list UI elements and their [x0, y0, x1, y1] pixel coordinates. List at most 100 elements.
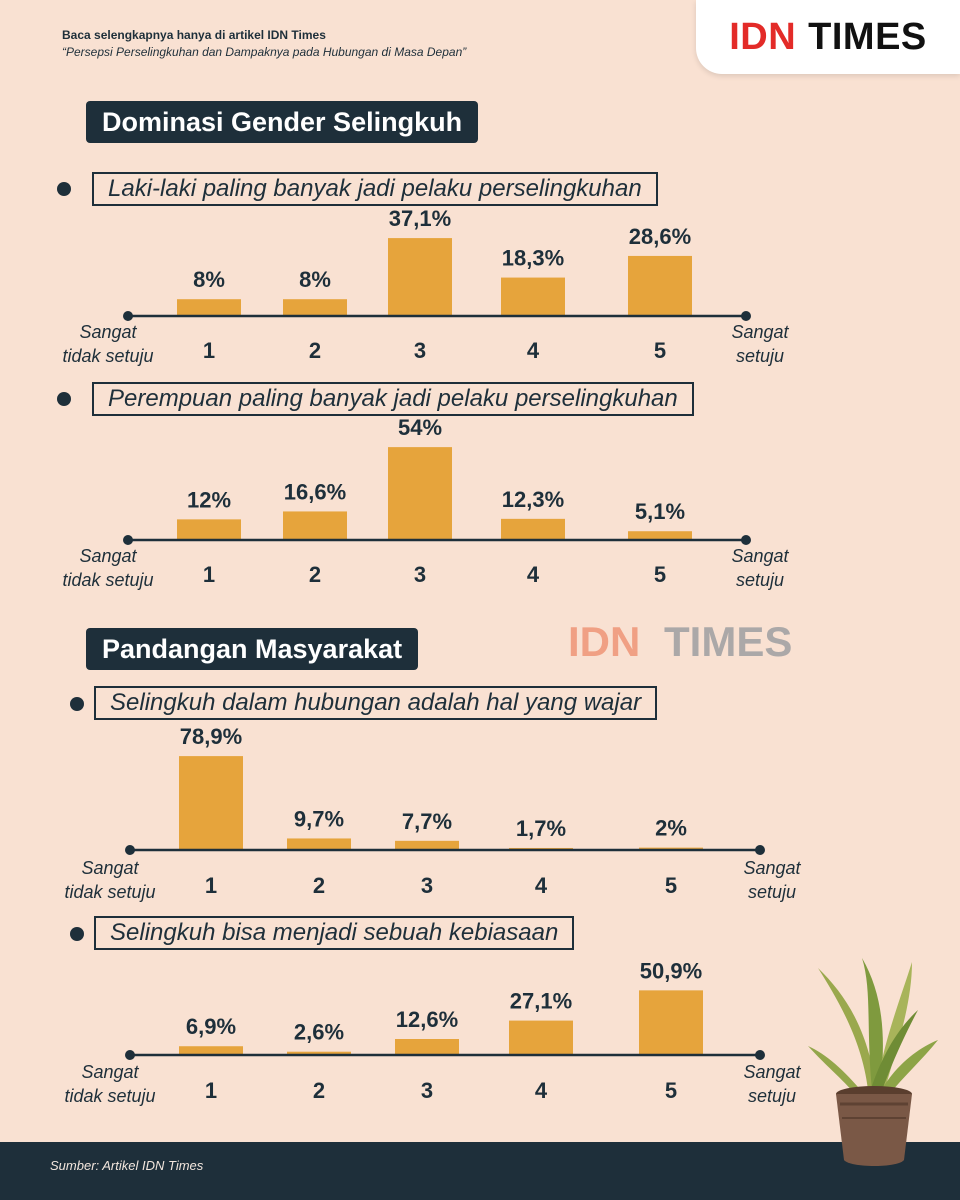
- category-tick-label: 5: [665, 873, 677, 898]
- bar: [388, 447, 452, 540]
- logo-card: IDN TIMES: [696, 0, 960, 74]
- left-scale-label: tidak setuju: [62, 570, 153, 590]
- axis-end-dot: [125, 1050, 135, 1060]
- category-tick-label: 5: [665, 1078, 677, 1103]
- category-tick-label: 5: [654, 562, 666, 587]
- axis-end-dot: [755, 1050, 765, 1060]
- axis-end-dot: [741, 311, 751, 321]
- category-tick-label: 1: [203, 338, 215, 363]
- bar: [509, 1020, 573, 1055]
- category-tick-label: 3: [414, 338, 426, 363]
- bullet-icon: [57, 392, 71, 406]
- bar: [395, 840, 459, 850]
- category-tick-label: 4: [535, 1078, 548, 1103]
- bar-value-label: 37,1%: [389, 206, 451, 231]
- category-tick-label: 2: [313, 1078, 325, 1103]
- bar: [395, 1038, 459, 1055]
- bar: [177, 299, 241, 316]
- bar: [628, 531, 692, 540]
- category-tick-label: 4: [527, 338, 540, 363]
- bar-value-label: 5,1%: [635, 499, 685, 524]
- category-tick-label: 3: [421, 873, 433, 898]
- category-tick-label: 1: [205, 1078, 217, 1103]
- right-scale-label: Sangat: [731, 546, 789, 566]
- left-scale-label: tidak setuju: [64, 882, 155, 902]
- bar-value-label: 6,9%: [186, 1014, 236, 1039]
- question-box-3: Selingkuh dalam hubungan adalah hal yang…: [94, 686, 658, 720]
- axis-end-dot: [125, 845, 135, 855]
- left-scale-label: Sangat: [81, 858, 139, 878]
- axis-end-dot: [123, 535, 133, 545]
- bar: [287, 838, 351, 850]
- axis-end-dot: [741, 535, 751, 545]
- question-box-1: Laki-laki paling banyak jadi pelaku pers…: [92, 172, 658, 206]
- right-scale-label: setuju: [748, 882, 796, 902]
- bullet-icon: [70, 697, 84, 711]
- bullet-icon: [57, 182, 71, 196]
- bar: [287, 1051, 351, 1055]
- watermark-idn-text: IDN: [568, 618, 641, 665]
- axis-end-dot: [123, 311, 133, 321]
- category-tick-label: 3: [414, 562, 426, 587]
- category-tick-label: 2: [309, 338, 321, 363]
- bar-value-label: 2%: [655, 816, 687, 841]
- category-tick-label: 1: [205, 873, 217, 898]
- bar-value-label: 16,6%: [284, 479, 346, 504]
- category-tick-label: 2: [313, 873, 325, 898]
- bar-value-label: 8%: [193, 267, 225, 292]
- question-box-2: Perempuan paling banyak jadi pelaku pers…: [92, 382, 694, 416]
- bar: [283, 511, 347, 540]
- bar-value-label: 54%: [398, 415, 442, 440]
- bar-value-label: 12,3%: [502, 487, 564, 512]
- bar-value-label: 18,3%: [502, 246, 564, 271]
- left-scale-label: Sangat: [79, 322, 137, 342]
- section-title-society: Pandangan Masyarakat: [86, 628, 419, 670]
- idn-times-watermark: IDN TIMES: [568, 618, 792, 666]
- right-scale-label: setuju: [748, 1086, 796, 1106]
- footer-source-text: Sumber: Artikel IDN Times: [50, 1158, 204, 1173]
- right-scale-label: setuju: [736, 570, 784, 590]
- right-scale-label: setuju: [736, 346, 784, 366]
- right-scale-label: Sangat: [731, 322, 789, 342]
- bar-value-label: 1,7%: [516, 816, 566, 841]
- category-tick-label: 4: [527, 562, 540, 587]
- header-article-title: “Persepsi Perselingkuhan dan Dampaknya p…: [62, 45, 467, 59]
- bar: [628, 255, 692, 316]
- footer-bar: Sumber: Artikel IDN Times: [0, 1142, 960, 1200]
- left-scale-label: tidak setuju: [64, 1086, 155, 1106]
- bar-value-label: 12,6%: [396, 1007, 458, 1032]
- right-scale-label: Sangat: [743, 1062, 801, 1082]
- bar: [283, 299, 347, 316]
- bar: [388, 238, 452, 316]
- bar-value-label: 2,6%: [294, 1020, 344, 1045]
- category-tick-label: 4: [535, 873, 548, 898]
- bar-value-label: 12%: [187, 487, 231, 512]
- header-source-text: Baca selengkapnya hanya di artikel IDN T…: [62, 28, 326, 42]
- bar: [501, 518, 565, 540]
- bar-value-label: 28,6%: [629, 224, 691, 249]
- bar: [177, 519, 241, 540]
- question-box-4: Selingkuh bisa menjadi sebuah kebiasaan: [94, 916, 575, 950]
- bar-value-label: 27,1%: [510, 989, 572, 1014]
- category-tick-label: 3: [421, 1078, 433, 1103]
- logo-idn-text: IDN: [729, 15, 797, 58]
- bar-value-label: 9,7%: [294, 806, 344, 831]
- left-scale-label: Sangat: [79, 546, 137, 566]
- section-title-gender: Dominasi Gender Selingkuh: [86, 101, 479, 143]
- bar-value-label: 50,9%: [640, 958, 702, 983]
- category-tick-label: 5: [654, 338, 666, 363]
- right-scale-label: Sangat: [743, 858, 801, 878]
- logo-times-text: TIMES: [808, 15, 927, 58]
- left-scale-label: Sangat: [81, 1062, 139, 1082]
- bar-value-label: 7,7%: [402, 809, 452, 834]
- bar: [179, 756, 243, 850]
- watermark-times-text: TIMES: [664, 618, 793, 665]
- idn-times-logo: IDN TIMES: [696, 0, 960, 74]
- bar: [639, 990, 703, 1055]
- bar-value-label: 78,9%: [180, 724, 242, 749]
- category-tick-label: 1: [203, 562, 215, 587]
